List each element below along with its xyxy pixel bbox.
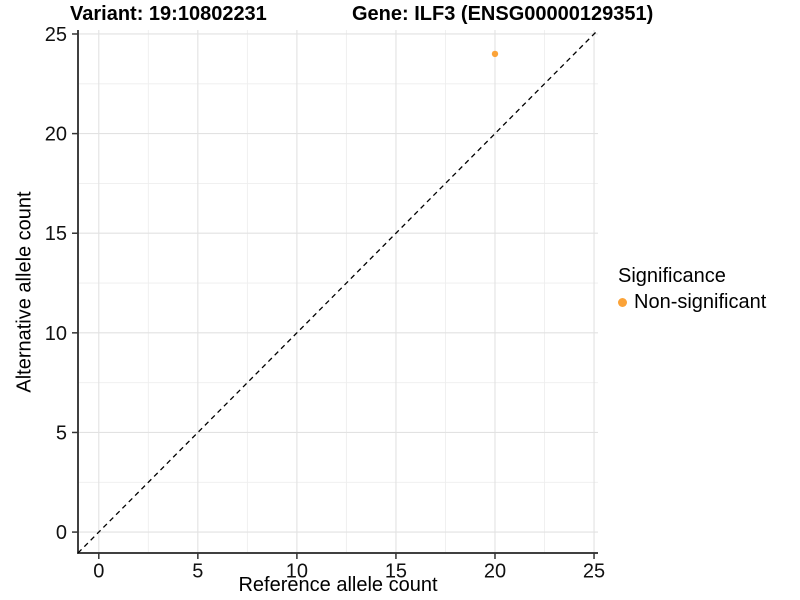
y-tick-label: 5 — [56, 422, 67, 444]
y-tick-label: 15 — [45, 223, 67, 245]
y-tick-label: 25 — [45, 24, 67, 46]
legend-entry: Non-significant — [616, 291, 766, 314]
y-tick-label: 0 — [56, 522, 67, 544]
data-point — [491, 50, 499, 58]
x-tick-label: 20 — [484, 561, 506, 583]
legend-title: Significance — [618, 265, 726, 287]
y-tick-label: 20 — [45, 124, 67, 146]
y-axis-title: Alternative allele count — [13, 191, 36, 393]
x-tick-label: 0 — [93, 561, 104, 583]
variant-title: Variant: 19:10802231 — [70, 3, 267, 25]
gene-title: Gene: ILF3 (ENSG00000129351) — [352, 3, 654, 25]
legend-entry-label: Non-significant — [634, 291, 767, 313]
identity-dashed-line — [77, 29, 599, 554]
legend: Significance Non-significant — [616, 265, 766, 314]
legend-point-swatch-icon — [618, 298, 627, 307]
x-axis-title: Reference allele count — [238, 574, 438, 596]
y-tick-label: 10 — [45, 323, 67, 345]
x-tick-label: 10 — [286, 561, 308, 583]
x-tick-label: 5 — [192, 561, 203, 583]
x-tick-label: 25 — [583, 561, 605, 583]
x-tick-label: 15 — [385, 561, 407, 583]
